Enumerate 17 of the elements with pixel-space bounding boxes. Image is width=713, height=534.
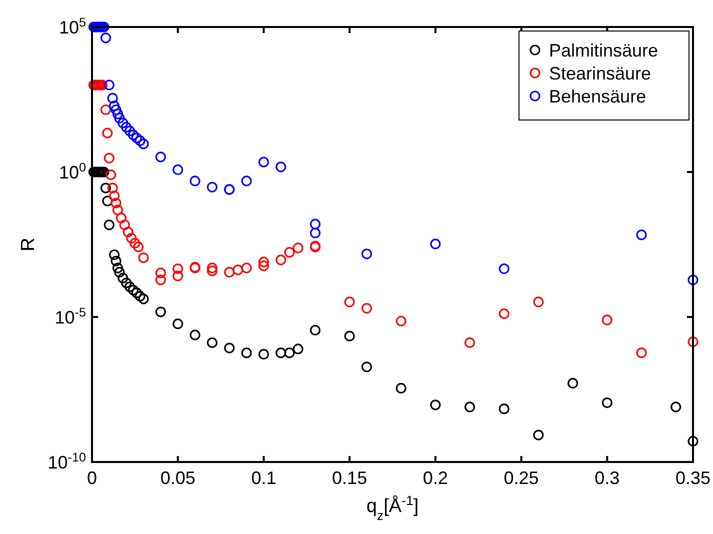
- y-tick-label: 10$^{0}$: [58, 160, 86, 182]
- y-tick-label: 10$^{-5}$: [54, 305, 86, 328]
- y-axis-title: R: [18, 238, 39, 252]
- legend-label: Palmitinsäure: [549, 40, 658, 60]
- x-axis-title: q$_{z}$[Å$^{-1}$]: [366, 492, 419, 522]
- x-tick-label: 0.3: [594, 468, 620, 488]
- x-tick-label: 0.05: [160, 468, 196, 488]
- y-tick-label: 10$^{5}$: [58, 15, 86, 38]
- x-tick-label: 0: [86, 468, 98, 488]
- x-tick-label: 0.1: [251, 468, 276, 488]
- y-tick-label: 10$^{-10}$: [48, 450, 86, 472]
- x-tick-label: 0.35: [675, 468, 711, 488]
- legend-label: Stearinsäure: [549, 63, 652, 84]
- legend-label: Behensäure: [549, 86, 646, 106]
- x-tick-label: 0.15: [332, 468, 368, 488]
- x-tick-label: 0.2: [422, 468, 448, 488]
- x-tick-label: 0.25: [504, 468, 539, 488]
